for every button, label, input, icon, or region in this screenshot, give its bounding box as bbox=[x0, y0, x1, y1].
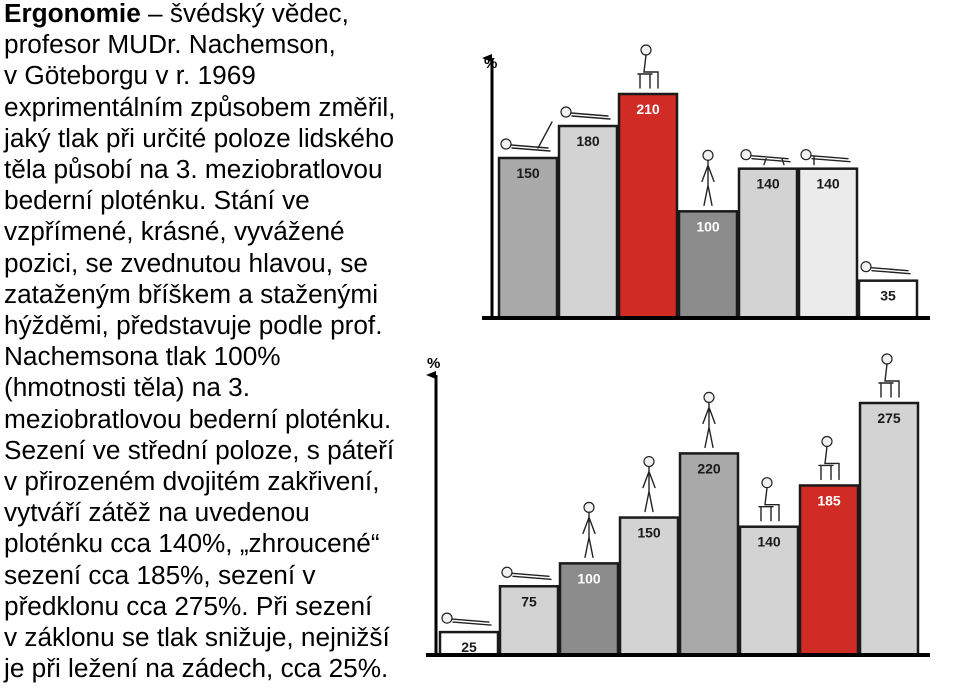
standing-figure-icon bbox=[701, 149, 715, 207]
text-line: zataženým bříškem a staženými bbox=[4, 278, 379, 309]
bar-value-label: 35 bbox=[880, 288, 896, 304]
bar-0-0 bbox=[497, 156, 559, 320]
text-line: Sezení ve střední poloze, s páteří bbox=[4, 434, 395, 465]
title-word: Ergonomie bbox=[4, 0, 141, 28]
chart-bottom: % 25 75 100 150 220 140 185 275 bbox=[426, 353, 930, 657]
bar-value-label: 150 bbox=[516, 165, 540, 181]
bar-value-label: 75 bbox=[521, 593, 537, 609]
text-line: pozici, se zvednutou hlavou, se bbox=[4, 247, 368, 278]
bar-0-2 bbox=[617, 92, 679, 320]
text-line: (hmotnosti těla) na 3. bbox=[4, 372, 250, 403]
text-line: meziobratlovou bederní ploténku. bbox=[4, 403, 392, 434]
text-line: vytváří zátěž na uvedenou bbox=[4, 497, 310, 528]
bar-value-label: 140 bbox=[756, 176, 780, 192]
bar-value-label: 100 bbox=[696, 218, 720, 234]
bar-value-label: 140 bbox=[816, 176, 840, 192]
push-up-figure-icon bbox=[800, 149, 851, 166]
lifting-figure-icon bbox=[702, 391, 716, 449]
sit-up-figure-icon bbox=[637, 44, 659, 89]
bar-0-1 bbox=[557, 124, 619, 320]
text-line: profesor MUDr. Nachemson, bbox=[4, 29, 336, 60]
lying-side-figure-icon bbox=[501, 566, 552, 580]
bar-0-4 bbox=[737, 167, 799, 320]
bar-value-label: 140 bbox=[757, 534, 781, 550]
bar-value-label: 100 bbox=[577, 570, 601, 586]
text-line: ploténku cca 140%, „zhroucené“ bbox=[4, 528, 380, 559]
text-line: Nachemsona tlak 100% bbox=[4, 341, 281, 372]
bar-value-label: 25 bbox=[461, 639, 477, 655]
text-line: sezení cca 185%, sezení v bbox=[4, 559, 316, 590]
sitting-forward-figure-icon bbox=[878, 353, 900, 398]
chart-top: % 150 180 210 100 140 140 35 bbox=[482, 44, 930, 320]
bar-1-2 bbox=[558, 562, 620, 657]
bar-value-label: 180 bbox=[576, 133, 600, 149]
text-line: jaký tlak při určité poloze lidského bbox=[4, 122, 395, 153]
sitting-slumped-figure-icon bbox=[818, 435, 840, 481]
bar-1-7 bbox=[858, 401, 920, 657]
bar-1-6 bbox=[798, 484, 860, 657]
text-line: těla působí na 3. meziobratlovou bbox=[4, 154, 383, 185]
sitting-upright-figure-icon bbox=[758, 477, 780, 522]
bar-value-label: 185 bbox=[817, 492, 841, 508]
text-line: exprimentálním způsobem změřil, bbox=[4, 91, 396, 122]
bar-1-4 bbox=[678, 452, 740, 657]
bar-value-label: 275 bbox=[877, 410, 901, 426]
standing-bent-figure-icon bbox=[642, 455, 656, 513]
text-line: hýžděmi, představuje podle prof. bbox=[4, 310, 383, 341]
bar-0-5 bbox=[797, 167, 859, 320]
description-text: Ergonomie – švédský vědec, profesor MUDr… bbox=[4, 0, 424, 684]
title-rest: – švédský vědec, bbox=[140, 0, 349, 28]
y-axis-unit-label: % bbox=[484, 55, 497, 72]
leg-raise-figure-icon bbox=[500, 121, 553, 152]
bar-1-3 bbox=[618, 516, 680, 657]
kneeling-figure-icon bbox=[740, 149, 791, 166]
text-line: v Göteborgu v r. 1969 bbox=[4, 60, 256, 91]
standing-straight-figure-icon bbox=[582, 501, 596, 559]
bar-1-1 bbox=[498, 585, 560, 657]
text-line: předklonu cca 275%. Při sezení bbox=[4, 590, 373, 621]
lying-figure-icon bbox=[860, 261, 911, 275]
bar-value-label: 150 bbox=[637, 525, 661, 541]
bar-0-3 bbox=[677, 210, 739, 320]
text-line-0: Ergonomie – švédský vědec, bbox=[4, 0, 424, 29]
bar-value-label: 220 bbox=[697, 460, 721, 476]
lying-supine-figure-icon bbox=[441, 612, 492, 626]
text-line: bederní ploténku. Stání ve bbox=[4, 185, 310, 216]
bar-0-6 bbox=[857, 279, 919, 320]
text-line: v přirozeném dvojitém zakřivení, bbox=[4, 466, 380, 497]
prone-arch-figure-icon bbox=[560, 106, 611, 120]
bar-value-label: 210 bbox=[636, 101, 660, 117]
y-axis-unit-label: % bbox=[427, 355, 440, 372]
text-line: vzpřímené, krásné, vyvážené bbox=[4, 216, 345, 247]
text-line: je při ležení na zádech, cca 25%. bbox=[4, 653, 389, 684]
text-line: v záklonu se tlak snižuje, nejnižší bbox=[4, 622, 390, 653]
